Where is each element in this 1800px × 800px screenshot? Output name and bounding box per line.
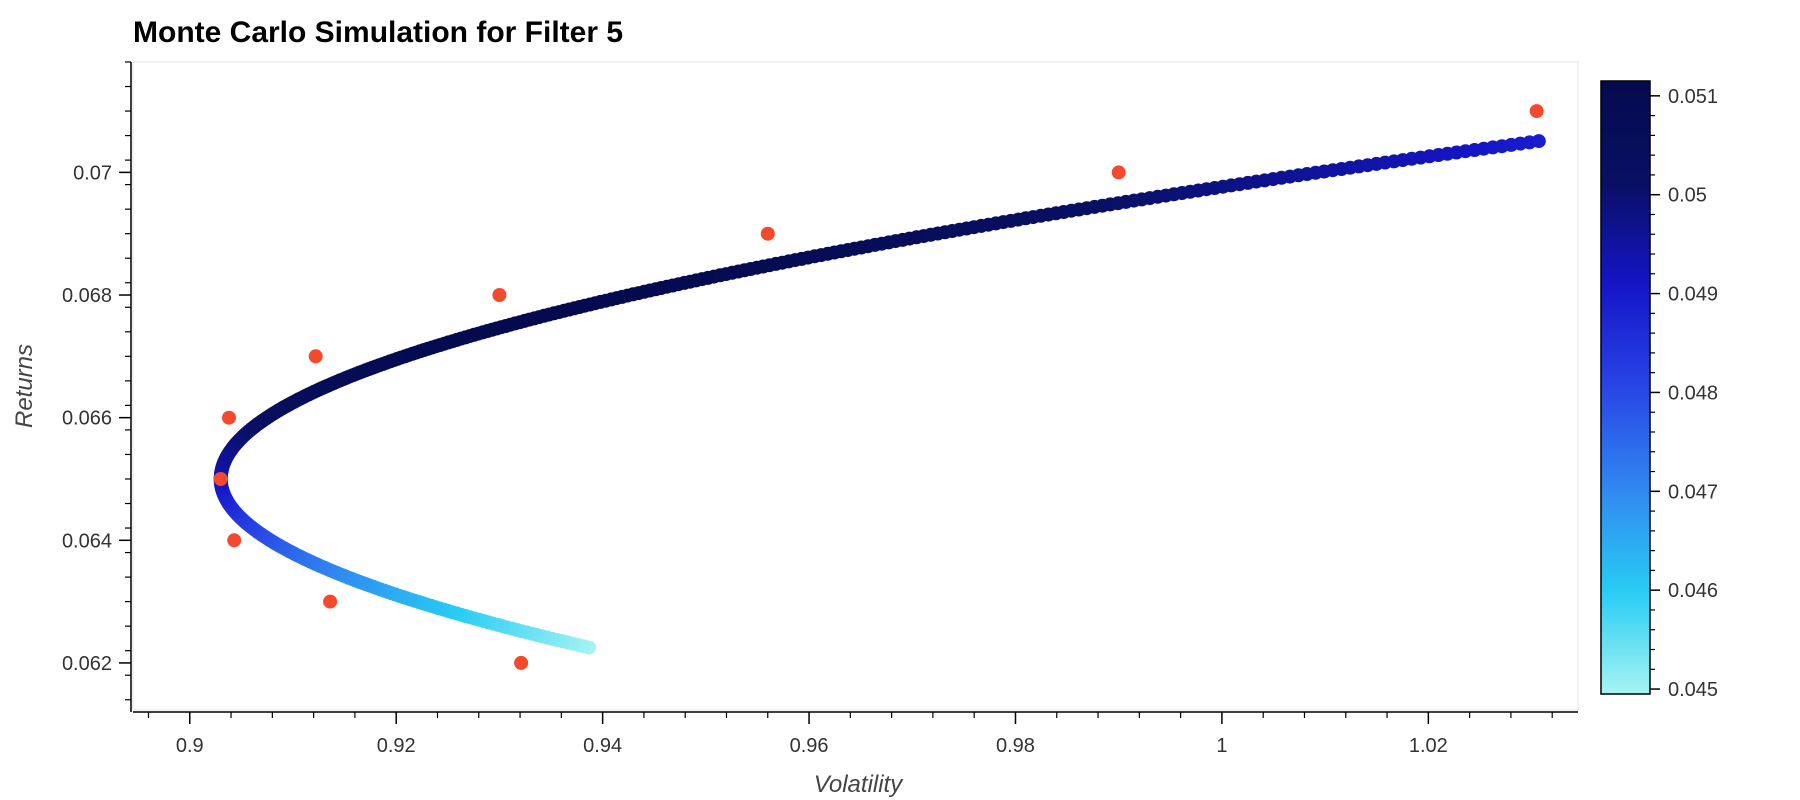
x-axis: 0.9 0.92 0.94 0.96 0.98 1 1.02 [133, 711, 1578, 757]
chart-title: Monte Carlo Simulation for Filter 5 [133, 16, 623, 49]
x-tick-label: 0.94 [583, 735, 622, 757]
colorbar-gradient [1600, 80, 1651, 695]
y-tick-label: 0.068 [62, 285, 112, 307]
colorbar-tick-label: 0.046 [1668, 580, 1718, 602]
y-tick-label: 0.064 [62, 530, 112, 552]
target-point [1529, 104, 1544, 119]
colorbar: 0.045 0.046 0.047 0.048 0.049 0.05 0.051 [1600, 80, 1718, 701]
target-point [308, 349, 323, 364]
y-axis: 0.062 0.064 0.066 0.068 0.07 [62, 61, 132, 712]
x-tick-label: 0.9 [176, 735, 204, 757]
colorbar-tick-label: 0.051 [1668, 86, 1718, 108]
x-tick-label: 0.96 [790, 735, 829, 757]
colorbar-tick-label: 0.049 [1668, 284, 1718, 306]
y-tick-label: 0.066 [62, 408, 112, 430]
y-axis-label: Returns [11, 344, 38, 428]
colorbar-tick-label: 0.045 [1668, 679, 1718, 701]
x-tick-label: 0.92 [377, 735, 416, 757]
colorbar-tick-label: 0.05 [1668, 185, 1707, 207]
target-point [514, 655, 529, 670]
target-point [1111, 165, 1126, 180]
colorbar-tick-label: 0.047 [1668, 481, 1718, 503]
x-tick-label: 1.02 [1409, 735, 1448, 757]
efficient-frontier [213, 134, 1546, 655]
plot-frame [132, 61, 1579, 711]
colorbar-tick-label: 0.048 [1668, 382, 1718, 404]
y-tick-label: 0.07 [73, 162, 112, 184]
target-point [492, 288, 507, 302]
target-point [760, 226, 775, 241]
target-point [323, 594, 338, 609]
x-tick-label: 1 [1216, 735, 1227, 757]
x-axis-label: Volatility [814, 771, 904, 798]
frontier-point [1531, 134, 1546, 149]
target-point [213, 472, 228, 486]
y-tick-label: 0.062 [62, 653, 112, 675]
x-tick-label: 0.98 [996, 735, 1035, 757]
target-point [227, 533, 242, 548]
target-point [222, 410, 236, 425]
target-points [213, 104, 1544, 670]
